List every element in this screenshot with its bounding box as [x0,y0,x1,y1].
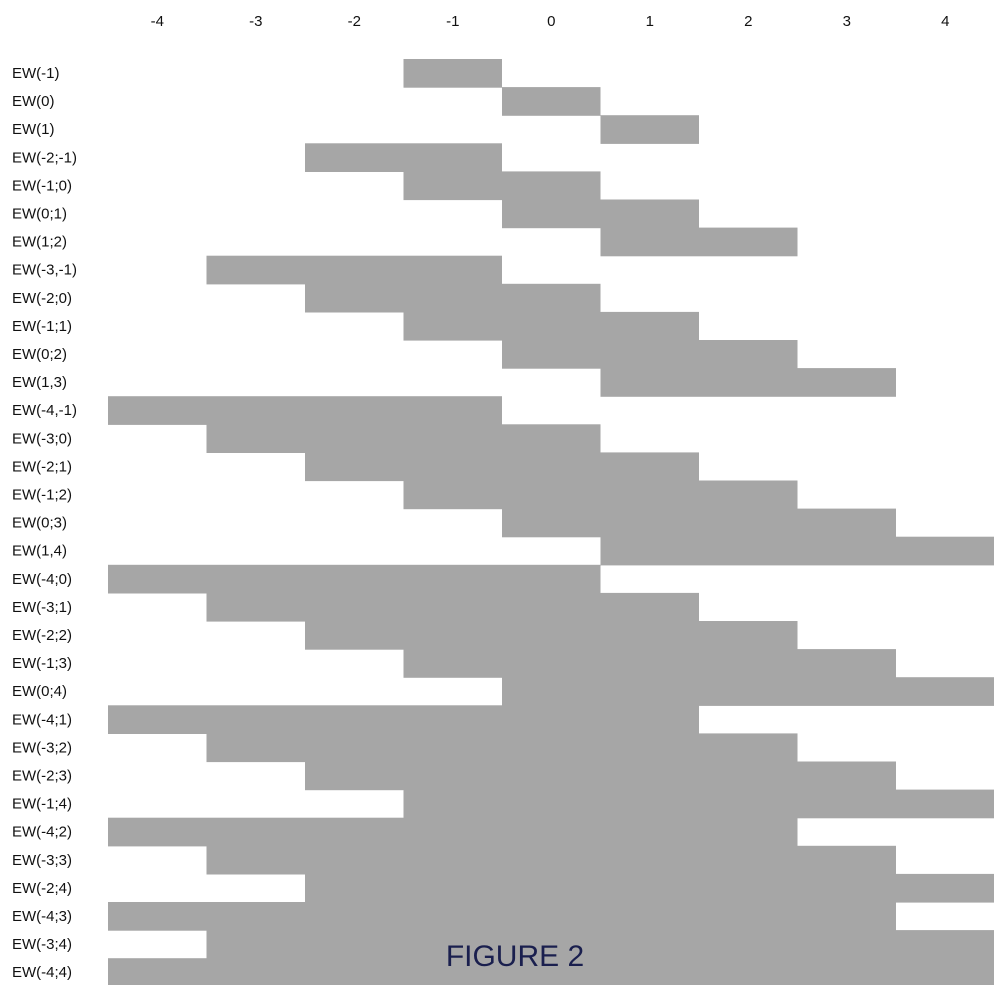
bar-row-18 [600,536,994,566]
bar-row-16 [403,480,798,510]
row-label: EW(-3;3) [12,852,72,869]
bar-row-28 [108,817,798,847]
bar-row-21 [305,621,798,650]
x-tick-label: -3 [249,13,262,30]
bar-row-33 [108,958,994,985]
row-label: EW(0;1) [12,206,67,223]
bar-row-8 [206,255,502,285]
row-label: EW(1;2) [12,234,67,251]
bars-layer [108,59,994,985]
bar-row-31 [108,902,896,931]
bar-row-24 [108,705,699,734]
x-axis-ticks: -4 -3 -2 -1 0 1 2 3 4 [151,13,950,30]
row-label: EW(-4;0) [12,571,72,588]
x-tick-label: 3 [843,13,851,30]
row-label: EW(-1;4) [12,796,72,813]
bar-row-3 [600,115,699,144]
bar-row-30 [305,873,994,903]
bar-row-14 [206,424,601,453]
row-label: EW(-1;2) [12,487,72,504]
x-tick-label: 4 [941,13,949,30]
row-label: EW(-2;1) [12,458,72,475]
row-label: EW(-3;4) [12,936,72,953]
bar-row-2 [502,87,601,116]
bar-row-11 [502,340,798,369]
row-label: EW(-3;0) [12,430,72,447]
row-label: EW(1,4) [12,543,67,560]
x-tick-label: 0 [547,13,555,30]
row-label: EW(0;3) [12,515,67,532]
row-label: EW(-1) [12,65,60,82]
row-label: EW(-4;2) [12,824,72,841]
bar-row-25 [206,733,798,763]
row-label: EW(-4;4) [12,964,72,981]
bar-row-10 [403,311,699,341]
row-label: EW(0) [12,93,55,110]
bar-row-4 [305,143,502,172]
bar-row-19 [108,564,601,594]
x-tick-label: 2 [744,13,752,30]
bar-row-1 [403,59,502,88]
figure-caption: FIGURE 2 [446,940,584,973]
row-label: EW(-1;0) [12,177,72,194]
bar-row-12 [600,368,896,397]
row-label: EW(-4;3) [12,908,72,925]
row-label: EW(1) [12,121,55,138]
row-label: EW(-1;1) [12,318,72,335]
x-tick-label: 1 [646,13,654,30]
row-label: EW(-4;1) [12,711,72,728]
bar-row-7 [600,227,798,257]
row-label: EW(-2;-1) [12,149,77,166]
bar-row-32 [206,930,994,959]
row-labels: EW(-1) EW(0) EW(1) EW(-2;-1) EW(-1;0) EW(0;1)… [12,65,77,981]
row-label: EW(-2;0) [12,290,72,307]
bar-row-22 [403,649,896,678]
row-label: EW(-2;2) [12,627,72,644]
bar-row-15 [305,452,699,482]
bar-row-17 [502,508,896,538]
row-label: EW(1,3) [12,374,67,391]
row-label: EW(-4,-1) [12,402,77,419]
row-label: EW(-3,-1) [12,262,77,279]
bar-row-26 [305,761,896,791]
x-tick-label: -2 [348,13,361,30]
bar-row-5 [403,171,601,201]
bar-row-29 [206,845,896,875]
row-label: EW(-3;1) [12,599,72,616]
bar-row-13 [108,396,502,425]
row-label: EW(-2;4) [12,880,72,897]
row-label: EW(-2;3) [12,768,72,785]
bar-row-20 [206,592,699,622]
bar-row-27 [403,789,994,819]
bar-row-23 [502,677,994,706]
bar-row-9 [305,283,601,313]
row-label: EW(0;4) [12,683,67,700]
row-label: EW(0;2) [12,346,67,363]
bar-row-6 [502,199,699,229]
row-label: EW(-3;2) [12,739,72,756]
x-tick-label: -1 [446,13,459,30]
x-tick-label: -4 [151,13,164,30]
row-label: EW(-1;3) [12,655,72,672]
